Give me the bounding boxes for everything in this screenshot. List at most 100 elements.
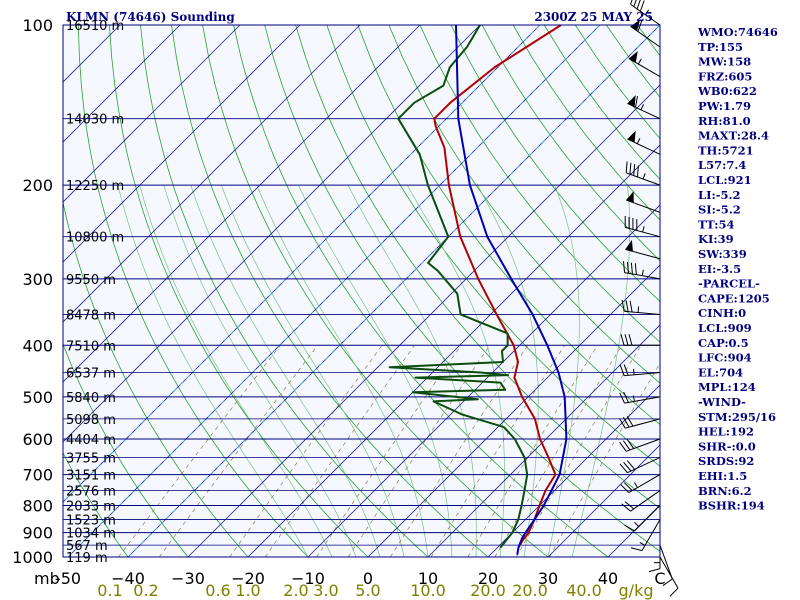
index-line: MAXT:28.4 bbox=[698, 129, 769, 143]
wind-barb bbox=[621, 490, 661, 512]
height-label: 5840 m bbox=[66, 391, 116, 406]
parcel-profile bbox=[455, 25, 568, 555]
wind-barb bbox=[620, 474, 661, 494]
mixing-ratio-tick-label: 20.0 bbox=[512, 581, 548, 600]
index-line: STM:295/16 bbox=[698, 410, 776, 424]
stability-index-panel: WMO:74646TP:155MW:158FRZ:605WB0:622PW:1.… bbox=[697, 25, 778, 513]
mixing-ratio-tick-label: 2.0 bbox=[283, 581, 308, 600]
isotherm bbox=[63, 25, 541, 503]
height-label: 10800 m bbox=[66, 231, 124, 246]
height-label: 14030 m bbox=[66, 113, 124, 128]
index-line: HEL:192 bbox=[698, 425, 754, 439]
height-label: 12250 m bbox=[66, 179, 124, 194]
pressure-tick-label: 500 bbox=[22, 388, 53, 407]
index-line: EL:704 bbox=[698, 365, 743, 379]
index-line: SRDS:92 bbox=[698, 454, 754, 468]
temperature-tick-label: 10 bbox=[418, 569, 438, 588]
index-line: BSHR:194 bbox=[698, 499, 765, 513]
wind-barb bbox=[627, 95, 661, 120]
wind-barb bbox=[619, 364, 661, 377]
valid-time: 2300Z 25 MAY 25 bbox=[534, 10, 653, 24]
temperature-tick-label: −20 bbox=[231, 569, 265, 588]
mixing-ratio-tick-label: 0.6 bbox=[205, 581, 230, 600]
temperature-tick-label: -50 bbox=[55, 569, 81, 588]
index-line: RH:81.0 bbox=[698, 114, 751, 128]
index-line: CAP:0.5 bbox=[698, 336, 749, 350]
pressure-tick-label: 300 bbox=[22, 270, 53, 289]
isotherm bbox=[427, 324, 660, 557]
mixing-ratio-tick-label: 20.0 bbox=[470, 581, 506, 600]
pressure-tick-label: 100 bbox=[22, 16, 53, 35]
mixing-ratio-unit-label: g/kg bbox=[619, 581, 654, 600]
height-label: 567 m bbox=[66, 539, 108, 554]
isotherm bbox=[63, 25, 361, 323]
index-line: EHI:1.5 bbox=[698, 469, 747, 483]
isotherm bbox=[63, 25, 181, 143]
isotherm bbox=[63, 25, 481, 443]
isotherm bbox=[487, 384, 660, 557]
height-label: 1034 m bbox=[66, 527, 116, 542]
mixing-ratio-labels: 0.1 0.2 0.6 1.0 2.0 3.0 5.0 10.0 20.0 20.0 40.0 g/k… bbox=[97, 581, 653, 600]
dewpoint-profile bbox=[388, 25, 529, 549]
mixing-ratio-tick-label: 5.0 bbox=[355, 581, 380, 600]
isotherm bbox=[67, 25, 601, 557]
isotherm bbox=[63, 25, 241, 203]
temperature-profile bbox=[433, 25, 562, 549]
temperature-tick-label: −40 bbox=[111, 569, 145, 588]
temperature-tick-label: 30 bbox=[538, 569, 558, 588]
height-label: 3755 m bbox=[66, 451, 116, 466]
sounding-profiles bbox=[388, 25, 568, 555]
plot-frame bbox=[62, 24, 661, 558]
height-label: 2033 m bbox=[66, 499, 116, 514]
wind-barb bbox=[619, 457, 661, 474]
height-label: 5098 m bbox=[66, 413, 116, 428]
pressure-tick-label: 200 bbox=[22, 176, 53, 195]
mixing-ratio-tick-label: 0.2 bbox=[133, 581, 158, 600]
height-label: 9550 m bbox=[66, 273, 116, 288]
index-line: SI:-5.2 bbox=[698, 203, 741, 217]
pressure-tick-label: 600 bbox=[22, 430, 53, 449]
index-line: PW:1.79 bbox=[698, 99, 751, 113]
isotherm bbox=[127, 25, 660, 557]
height-label: 16510 m bbox=[66, 19, 124, 34]
index-line: WB0:622 bbox=[697, 84, 757, 98]
height-label: 4404 m bbox=[66, 433, 116, 448]
wind-barb bbox=[627, 130, 661, 155]
wind-barb bbox=[620, 334, 660, 346]
index-line: SHR-:0.0 bbox=[698, 439, 756, 453]
index-line: KI:39 bbox=[698, 232, 734, 246]
wind-barb bbox=[659, 556, 679, 597]
isotherm bbox=[367, 264, 660, 557]
pressure-unit-label: mb bbox=[34, 569, 60, 588]
pressure-tick-label: 700 bbox=[22, 466, 53, 485]
index-line: FRZ:605 bbox=[698, 69, 752, 83]
wind-barb bbox=[624, 215, 661, 238]
wind-barb bbox=[659, 544, 673, 586]
isotherm bbox=[307, 204, 660, 557]
index-line: MW:158 bbox=[698, 55, 751, 69]
height-label: 7510 m bbox=[66, 339, 116, 354]
height-label: 119 m bbox=[66, 551, 108, 566]
index-line: TH:5721 bbox=[698, 143, 754, 157]
index-line: -PARCEL- bbox=[698, 277, 760, 291]
pressure-tick-label: 900 bbox=[22, 524, 53, 543]
index-line: BRN:6.2 bbox=[698, 484, 752, 498]
station-title: KLMN (74646) Sounding bbox=[66, 10, 235, 24]
temperature-tick-label: −10 bbox=[291, 569, 325, 588]
pressure-tick-label: 1000 bbox=[12, 548, 53, 567]
height-labels: 16510 m 14030 m 12250 m 10800 m 9550 m 8478 m… bbox=[66, 19, 124, 566]
height-label: 3151 m bbox=[66, 469, 116, 484]
index-line: CAPE:1205 bbox=[698, 291, 770, 305]
index-line: LI:-5.2 bbox=[698, 188, 741, 202]
temperature-tick-label: −30 bbox=[171, 569, 205, 588]
mixing-ratio-tick-label: 10.0 bbox=[410, 581, 446, 600]
mixing-ratio-tick-label: 1.0 bbox=[235, 581, 260, 600]
index-line: MPL:124 bbox=[698, 380, 756, 394]
wind-barb bbox=[619, 391, 661, 404]
temperature-tick-label: 20 bbox=[478, 569, 498, 588]
isotherm bbox=[63, 25, 301, 263]
index-line: SW:339 bbox=[698, 247, 747, 261]
index-line: WMO:74646 bbox=[697, 25, 778, 39]
wind-barb bbox=[623, 261, 661, 280]
